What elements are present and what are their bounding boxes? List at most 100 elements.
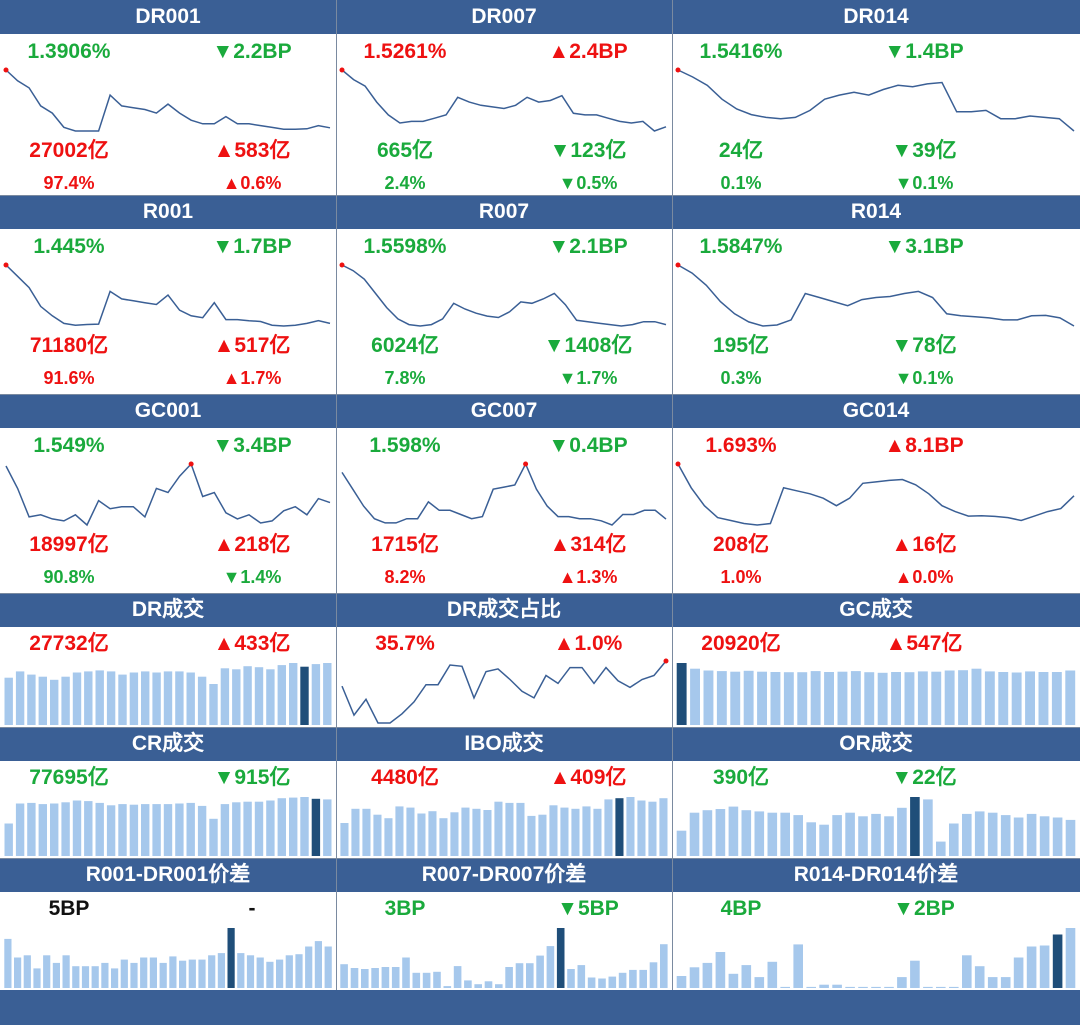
bar [232, 669, 241, 725]
bar [163, 804, 173, 856]
bar [703, 670, 714, 725]
bar [38, 676, 47, 725]
stat-value: ▼78亿 [891, 334, 957, 357]
bar [659, 798, 668, 856]
bar [33, 968, 41, 988]
stat-value: 7.8% [384, 368, 426, 388]
bar [484, 981, 493, 988]
stat-value: 1.5416% [699, 40, 783, 63]
bar [95, 802, 104, 856]
bar [188, 959, 196, 988]
bar [276, 959, 284, 988]
bar [649, 962, 658, 988]
chart-panel: IBO成交 4480亿 ▲409亿 [336, 727, 672, 858]
bar [15, 803, 25, 856]
stat-value: ▼1.7BP [212, 235, 292, 258]
bar [858, 986, 868, 988]
chart-panel: R007-DR007价差 3BP ▼5BP [336, 858, 672, 990]
bar [676, 830, 687, 856]
bar [702, 810, 713, 856]
bar [567, 969, 575, 988]
bar [904, 672, 915, 725]
chart-panel: OR成交 390亿 ▼22亿 [672, 727, 1080, 858]
bar [237, 953, 245, 988]
bar [15, 671, 25, 725]
bar [243, 666, 252, 725]
stat-value: ▼123亿 [549, 139, 627, 162]
panel-title: R014-DR014价差 [672, 858, 1080, 892]
bar [1013, 957, 1024, 988]
chart-panel: R001 1.445% ▼1.7BP 71180亿 ▲517亿 91.6% ▲1.7% [0, 195, 336, 394]
panel-title: R001-DR001价差 [0, 858, 336, 892]
stat-value: 35.7% [375, 632, 435, 655]
bar [715, 809, 726, 856]
bar [472, 808, 481, 856]
stat-value: - [248, 897, 256, 920]
bar [810, 671, 821, 725]
bar [169, 956, 177, 988]
bar [163, 671, 173, 725]
highlight-point [3, 262, 9, 268]
bar [186, 672, 195, 725]
bar [824, 672, 834, 725]
bar [141, 671, 150, 725]
stat-value: ▲433亿 [213, 632, 291, 655]
bar [608, 976, 617, 988]
stat-value: ▼39亿 [891, 139, 957, 162]
stat-value: ▲1.7% [222, 368, 282, 388]
stat-value: 195亿 [712, 334, 770, 357]
stat-value: 2.4% [384, 173, 426, 193]
bar [395, 806, 404, 856]
line-chart [3, 262, 331, 327]
stat-value: ▲0.6% [222, 173, 282, 193]
bar [767, 812, 778, 856]
bar [340, 823, 349, 856]
bar [604, 799, 613, 856]
panel-title: DR成交 [0, 593, 336, 627]
bar [1013, 817, 1024, 856]
bar [494, 801, 503, 856]
bar [61, 676, 70, 725]
bar [593, 808, 602, 856]
bar-chart [340, 797, 668, 856]
bar [350, 968, 359, 988]
bar [106, 805, 116, 856]
bar [618, 972, 627, 988]
stat-value: 27732亿 [29, 632, 109, 655]
panel-title: GC007 [336, 394, 672, 428]
bar [474, 984, 482, 988]
stat-value: ▼0.4BP [548, 434, 628, 457]
bar [4, 677, 13, 725]
bar [295, 954, 303, 988]
stat-value: 1.445% [33, 235, 105, 258]
stat-value: 1.598% [369, 434, 441, 457]
chart-panel: R007 1.5598% ▼2.1BP 6024亿 ▼1408亿 7.8% ▼1.7% [336, 195, 672, 394]
bar [129, 672, 139, 725]
bar [780, 812, 790, 856]
line-chart [675, 262, 1075, 327]
bar [884, 816, 894, 856]
bar [289, 663, 298, 725]
bar [984, 671, 995, 725]
bar [141, 804, 150, 856]
bar [845, 986, 855, 988]
bar [910, 960, 920, 988]
bar-chart [676, 663, 1076, 725]
bar [871, 813, 881, 856]
bar [175, 671, 184, 725]
bar [324, 946, 332, 988]
bar [72, 672, 82, 725]
bar [61, 802, 70, 856]
bar [897, 807, 907, 856]
bar [974, 811, 985, 856]
bar [266, 961, 274, 988]
highlight-point [663, 658, 669, 664]
panel-title: R001 [0, 195, 336, 229]
highlight-point [523, 461, 529, 467]
bar [289, 797, 298, 856]
stat-value: ▼22亿 [891, 766, 957, 789]
bar [52, 962, 60, 988]
bar [373, 814, 382, 856]
panel-title: IBO成交 [336, 727, 672, 761]
bar-highlight [227, 928, 235, 988]
